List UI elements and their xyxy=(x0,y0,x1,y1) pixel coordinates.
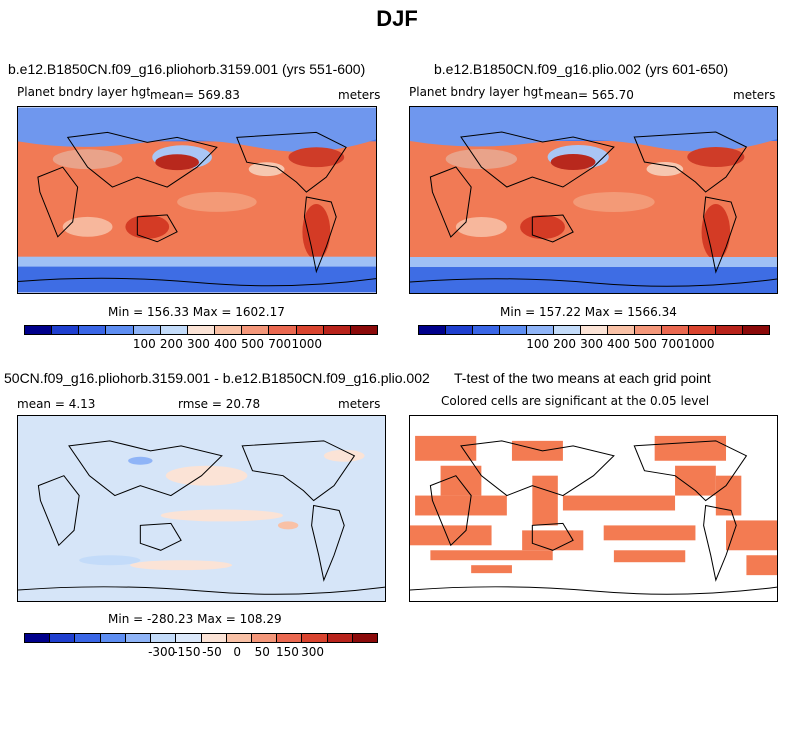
colorbar-swatch xyxy=(419,326,446,334)
colorbar-swatch xyxy=(226,634,252,642)
colorbar-tick-label: 50 xyxy=(254,645,270,659)
colorbar-swatch xyxy=(296,326,324,334)
colorbar-tick-label: 300 xyxy=(301,645,325,659)
panel4-title: T-test of the two means at each grid poi… xyxy=(454,370,711,386)
colorbar-tick-label: 100 xyxy=(526,337,550,351)
colorbar-swatch xyxy=(716,326,743,334)
colorbar-tick-label: 100 xyxy=(132,337,156,351)
colorbar-swatch xyxy=(151,634,177,642)
panel4-note: Colored cells are significant at the 0.0… xyxy=(441,394,710,408)
colorbar-swatch xyxy=(302,634,328,642)
panel3-colorbar-labels: -300 -150 -50 0 50 150 300 xyxy=(24,645,376,659)
colorbar-swatch xyxy=(581,326,608,334)
colorbar-swatch xyxy=(100,634,126,642)
colorbar-swatch xyxy=(635,326,662,334)
colorbar-swatch xyxy=(215,326,243,334)
panel3-mean: mean = 4.13 xyxy=(17,397,96,411)
panel2-colorbar xyxy=(418,325,770,335)
colorbar-swatch xyxy=(242,326,270,334)
panel1-case-title: b.e12.B1850CN.f09_g16.pliohorb.3159.001 … xyxy=(8,61,366,77)
panel3-minmax: Min = -280.23 Max = 108.29 xyxy=(108,612,282,626)
colorbar-tick-label: 500 xyxy=(241,337,265,351)
panel4-map xyxy=(409,415,778,602)
panel3-case-title: 50CN.f09_g16.pliohorb.3159.001 - b.e12.B… xyxy=(4,370,430,386)
colorbar-swatch xyxy=(52,326,80,334)
colorbar-tick-label: 150 xyxy=(275,645,299,659)
colorbar-swatch xyxy=(201,634,227,642)
colorbar-swatch xyxy=(106,326,134,334)
colorbar-swatch xyxy=(527,326,554,334)
panel2-map xyxy=(409,106,778,294)
colorbar-swatch xyxy=(327,634,353,642)
colorbar-swatch xyxy=(125,634,152,642)
colorbar-swatch xyxy=(743,326,769,334)
colorbar-tick-label: -50 xyxy=(202,645,222,659)
colorbar-swatch xyxy=(323,326,351,334)
colorbar-swatch xyxy=(269,326,297,334)
panel2-case-title: b.e12.B1850CN.f09_g16.plio.002 (yrs 601-… xyxy=(434,61,729,77)
colorbar-swatch xyxy=(75,634,101,642)
colorbar-swatch xyxy=(473,326,500,334)
colorbar-swatch xyxy=(608,326,635,334)
panel1-colorbar xyxy=(24,325,378,335)
panel3-rmse: rmse = 20.78 xyxy=(178,397,261,411)
panel1-map xyxy=(17,106,377,294)
colorbar-swatch xyxy=(160,326,188,334)
figure-title: DJF xyxy=(376,6,418,31)
panel3-units: meters xyxy=(338,397,381,411)
colorbar-tick-label: 1000 xyxy=(683,337,715,351)
colorbar-swatch xyxy=(500,326,527,334)
colorbar-swatch xyxy=(277,634,303,642)
colorbar-tick-label: 400 xyxy=(214,337,237,351)
colorbar-swatch xyxy=(187,326,216,334)
panel3-colorbar xyxy=(24,633,378,643)
panel2-mean: mean= 565.70 xyxy=(544,88,634,102)
panel1-mean: mean= 569.83 xyxy=(150,88,240,102)
colorbar-tick-label: 0 xyxy=(233,645,241,659)
colorbar-swatch xyxy=(79,326,107,334)
panel1-var-name: Planet bndry layer hgt xyxy=(17,85,151,99)
colorbar-swatch xyxy=(50,634,76,642)
colorbar-tick-label: 700 xyxy=(660,337,684,351)
colorbar-swatch xyxy=(350,326,378,334)
colorbar-swatch xyxy=(662,326,689,334)
colorbar-tick-label: 300 xyxy=(187,337,210,351)
colorbar-swatch xyxy=(25,634,51,642)
colorbar-swatch xyxy=(251,634,278,642)
panel2-units: meters xyxy=(733,88,776,102)
colorbar-tick-label: 400 xyxy=(607,337,630,351)
panel1-colorbar-labels: 100 200 300 400 500 700 1000 xyxy=(24,337,376,351)
colorbar-tick-label: 500 xyxy=(633,337,657,351)
colorbar-swatch xyxy=(133,326,161,334)
colorbar-tick-label: -300 xyxy=(148,645,176,659)
panel2-minmax: Min = 157.22 Max = 1566.34 xyxy=(500,305,677,319)
panel1-units: meters xyxy=(338,88,381,102)
colorbar-tick-label: -150 xyxy=(173,645,201,659)
colorbar-tick-label: 700 xyxy=(268,337,292,351)
colorbar-swatch xyxy=(25,326,53,334)
panel3-map xyxy=(17,415,386,602)
colorbar-tick-label: 200 xyxy=(159,337,183,351)
colorbar-swatch xyxy=(352,634,378,642)
colorbar-swatch xyxy=(554,326,581,334)
colorbar-tick-label: 300 xyxy=(580,337,603,351)
panel2-var-name: Planet bndry layer hgt xyxy=(409,85,543,99)
colorbar-tick-label: 1000 xyxy=(291,337,323,351)
panel1-minmax: Min = 156.33 Max = 1602.17 xyxy=(108,305,285,319)
colorbar-tick-label: 200 xyxy=(553,337,577,351)
colorbar-swatch xyxy=(176,634,202,642)
colorbar-swatch xyxy=(689,326,716,334)
colorbar-swatch xyxy=(446,326,473,334)
panel2-colorbar-labels: 100 200 300 400 500 700 1000 xyxy=(418,337,768,351)
